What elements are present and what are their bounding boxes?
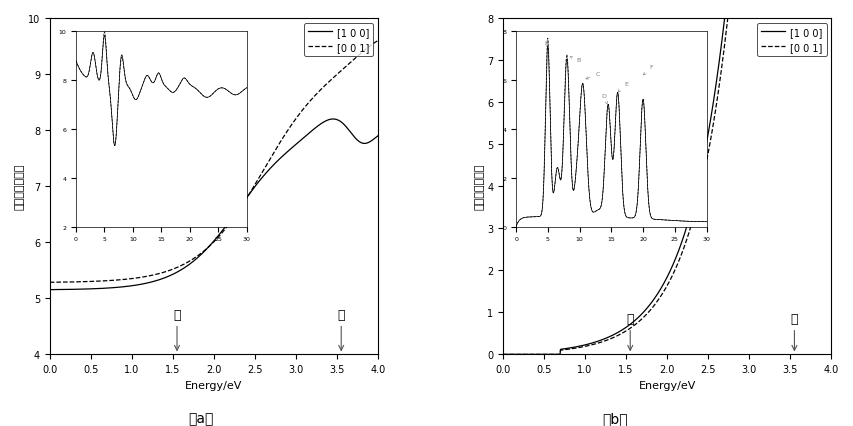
[0 0 1] xyxy=(688,215,698,220)
Line: [1 0 0]: [1 0 0] xyxy=(49,120,378,290)
[1 0 0] xyxy=(235,204,246,209)
[0 0 1] xyxy=(44,280,55,285)
Text: 红: 红 xyxy=(173,308,181,351)
[1 0 0] xyxy=(719,16,729,21)
Text: 红: 红 xyxy=(626,312,633,351)
[0 0 1] xyxy=(518,352,528,357)
Text: 紫: 紫 xyxy=(790,312,798,351)
Y-axis label: 复介电常数虚部: 复介电常数虚部 xyxy=(473,164,484,210)
[1 0 0] xyxy=(696,162,706,167)
[1 0 0] xyxy=(373,134,383,139)
[0 0 1] xyxy=(253,176,264,181)
[0 0 1] xyxy=(706,129,717,134)
[1 0 0] xyxy=(826,16,836,21)
[0 0 1] xyxy=(235,206,246,211)
[0 0 1] xyxy=(65,280,75,285)
[1 0 0] xyxy=(328,117,338,122)
Line: [0 0 1]: [0 0 1] xyxy=(502,19,831,354)
X-axis label: Energy/eV: Energy/eV xyxy=(185,380,242,390)
[0 0 1] xyxy=(746,16,757,21)
[0 0 1] xyxy=(722,16,732,21)
[1 0 0] xyxy=(253,179,264,184)
[0 0 1] xyxy=(373,39,383,44)
[1 0 0] xyxy=(780,16,791,21)
Line: [1 0 0]: [1 0 0] xyxy=(502,19,831,354)
[1 0 0] xyxy=(44,288,55,293)
[1 0 0] xyxy=(518,352,528,357)
[0 0 1] xyxy=(244,192,254,197)
[1 0 0] xyxy=(244,192,254,197)
[0 0 1] xyxy=(497,352,508,357)
Text: 紫: 紫 xyxy=(337,308,345,351)
[0 0 1] xyxy=(327,77,337,82)
[0 0 1] xyxy=(293,113,304,118)
[1 0 0] xyxy=(497,352,508,357)
X-axis label: Energy/eV: Energy/eV xyxy=(638,380,695,390)
[1 0 0] xyxy=(65,287,75,292)
Text: （b）: （b） xyxy=(601,411,627,425)
[1 0 0] xyxy=(293,140,304,145)
[1 0 0] xyxy=(706,108,717,113)
Line: [0 0 1]: [0 0 1] xyxy=(49,41,378,282)
[0 0 1] xyxy=(696,180,706,185)
[1 0 0] xyxy=(746,16,757,21)
Y-axis label: 复介电常数实部: 复介电常数实部 xyxy=(15,164,25,210)
Text: （a）: （a） xyxy=(188,411,213,425)
[1 0 0] xyxy=(327,117,337,122)
[0 0 1] xyxy=(780,16,791,21)
[1 0 0] xyxy=(688,200,698,205)
[0 0 1] xyxy=(826,16,836,21)
Legend: [1 0 0], [0 0 1]: [1 0 0], [0 0 1] xyxy=(304,24,373,56)
Legend: [1 0 0], [0 0 1]: [1 0 0], [0 0 1] xyxy=(757,24,826,56)
